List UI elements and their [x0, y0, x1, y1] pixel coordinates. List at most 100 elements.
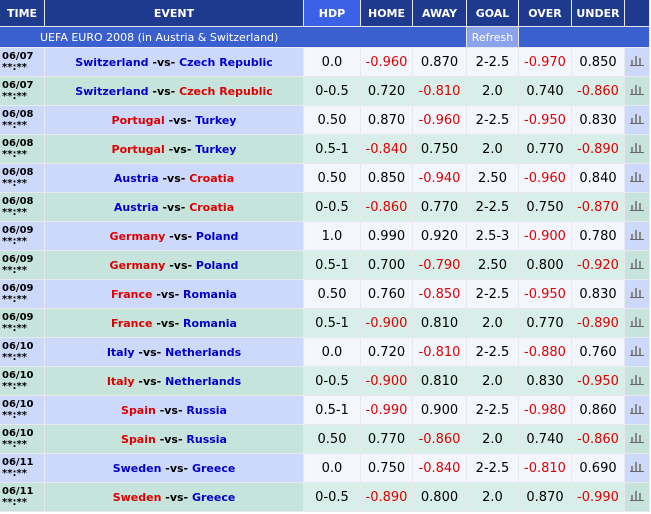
under-odds[interactable]: -0.860 [572, 425, 624, 453]
away-odds[interactable]: 0.770 [413, 193, 466, 221]
away-odds[interactable]: 0.810 [413, 309, 466, 337]
home-odds[interactable]: -0.900 [361, 309, 412, 337]
under-odds[interactable]: 0.840 [572, 164, 624, 192]
away-odds[interactable]: -0.810 [413, 77, 466, 105]
over-odds[interactable]: 0.830 [519, 367, 571, 395]
chart-icon-cell[interactable] [625, 164, 649, 192]
under-odds[interactable]: -0.920 [572, 251, 624, 279]
over-odds[interactable]: -0.880 [519, 338, 571, 366]
chart-icon[interactable] [630, 315, 644, 327]
chart-icon-cell[interactable] [625, 251, 649, 279]
home-odds[interactable]: 0.720 [361, 77, 412, 105]
away-odds[interactable]: 0.750 [413, 135, 466, 163]
under-odds[interactable]: -0.890 [572, 309, 624, 337]
chart-icon[interactable] [630, 460, 644, 472]
chart-icon[interactable] [630, 402, 644, 414]
under-odds[interactable]: 0.690 [572, 454, 624, 482]
chart-icon[interactable] [630, 373, 644, 385]
under-odds[interactable]: 0.760 [572, 338, 624, 366]
under-odds[interactable]: -0.990 [572, 483, 624, 511]
chart-icon-cell[interactable] [625, 367, 649, 395]
home-odds[interactable]: 0.770 [361, 425, 412, 453]
goal-line: 2.0 [467, 77, 518, 105]
over-odds[interactable]: 0.800 [519, 251, 571, 279]
home-odds[interactable]: 0.850 [361, 164, 412, 192]
away-odds[interactable]: 0.810 [413, 367, 466, 395]
over-odds[interactable]: -0.960 [519, 164, 571, 192]
away-odds[interactable]: -0.850 [413, 280, 466, 308]
under-odds[interactable]: 0.780 [572, 222, 624, 250]
over-odds[interactable]: 0.770 [519, 309, 571, 337]
over-odds[interactable]: 0.740 [519, 425, 571, 453]
chart-icon-cell[interactable] [625, 222, 649, 250]
chart-icon-cell[interactable] [625, 193, 649, 221]
refresh-button[interactable]: Refresh [467, 27, 518, 47]
over-odds[interactable]: 0.740 [519, 77, 571, 105]
chart-icon-cell[interactable] [625, 77, 649, 105]
under-odds[interactable]: 0.850 [572, 48, 624, 76]
chart-icon[interactable] [630, 54, 644, 66]
chart-icon-cell[interactable] [625, 338, 649, 366]
over-odds[interactable]: -0.980 [519, 396, 571, 424]
over-odds[interactable]: -0.900 [519, 222, 571, 250]
chart-icon[interactable] [630, 83, 644, 95]
chart-icon[interactable] [630, 228, 644, 240]
home-odds[interactable]: 0.760 [361, 280, 412, 308]
chart-icon-cell[interactable] [625, 425, 649, 453]
chart-icon-cell[interactable] [625, 396, 649, 424]
away-odds[interactable]: 0.800 [413, 483, 466, 511]
over-odds[interactable]: -0.810 [519, 454, 571, 482]
over-odds[interactable]: -0.950 [519, 106, 571, 134]
home-odds[interactable]: -0.840 [361, 135, 412, 163]
over-odds[interactable]: 0.770 [519, 135, 571, 163]
away-odds[interactable]: -0.960 [413, 106, 466, 134]
under-odds[interactable]: 0.860 [572, 396, 624, 424]
under-odds[interactable]: -0.890 [572, 135, 624, 163]
chart-icon-cell[interactable] [625, 48, 649, 76]
chart-icon[interactable] [630, 199, 644, 211]
away-odds[interactable]: -0.860 [413, 425, 466, 453]
over-odds[interactable]: 0.870 [519, 483, 571, 511]
chart-icon-cell[interactable] [625, 106, 649, 134]
chart-icon[interactable] [630, 141, 644, 153]
home-odds[interactable]: -0.960 [361, 48, 412, 76]
under-odds[interactable]: -0.950 [572, 367, 624, 395]
chart-icon-cell[interactable] [625, 135, 649, 163]
chart-icon[interactable] [630, 112, 644, 124]
home-odds[interactable]: 0.990 [361, 222, 412, 250]
away-odds[interactable]: 0.870 [413, 48, 466, 76]
away-odds[interactable]: 0.920 [413, 222, 466, 250]
over-odds[interactable]: 0.750 [519, 193, 571, 221]
home-odds[interactable]: -0.860 [361, 193, 412, 221]
away-odds[interactable]: 0.900 [413, 396, 466, 424]
over-odds[interactable]: -0.970 [519, 48, 571, 76]
chart-icon-cell[interactable] [625, 483, 649, 511]
home-team: France [111, 316, 153, 330]
under-odds[interactable]: -0.860 [572, 77, 624, 105]
chart-icon[interactable] [630, 257, 644, 269]
chart-icon-cell[interactable] [625, 454, 649, 482]
chart-icon[interactable] [630, 170, 644, 182]
away-odds[interactable]: -0.840 [413, 454, 466, 482]
under-odds[interactable]: 0.830 [572, 106, 624, 134]
home-odds[interactable]: 0.750 [361, 454, 412, 482]
chart-icon[interactable] [630, 489, 644, 501]
over-odds[interactable]: -0.950 [519, 280, 571, 308]
under-odds[interactable]: -0.870 [572, 193, 624, 221]
home-odds[interactable]: 0.700 [361, 251, 412, 279]
away-odds[interactable]: -0.790 [413, 251, 466, 279]
home-odds[interactable]: 0.720 [361, 338, 412, 366]
away-odds[interactable]: -0.810 [413, 338, 466, 366]
chart-icon-cell[interactable] [625, 280, 649, 308]
away-odds[interactable]: -0.940 [413, 164, 466, 192]
home-team: Sweden [112, 461, 162, 475]
chart-icon[interactable] [630, 286, 644, 298]
chart-icon-cell[interactable] [625, 309, 649, 337]
home-odds[interactable]: -0.900 [361, 367, 412, 395]
home-odds[interactable]: 0.870 [361, 106, 412, 134]
home-odds[interactable]: -0.990 [361, 396, 412, 424]
under-odds[interactable]: 0.830 [572, 280, 624, 308]
chart-icon[interactable] [630, 431, 644, 443]
home-odds[interactable]: -0.890 [361, 483, 412, 511]
chart-icon[interactable] [630, 344, 644, 356]
